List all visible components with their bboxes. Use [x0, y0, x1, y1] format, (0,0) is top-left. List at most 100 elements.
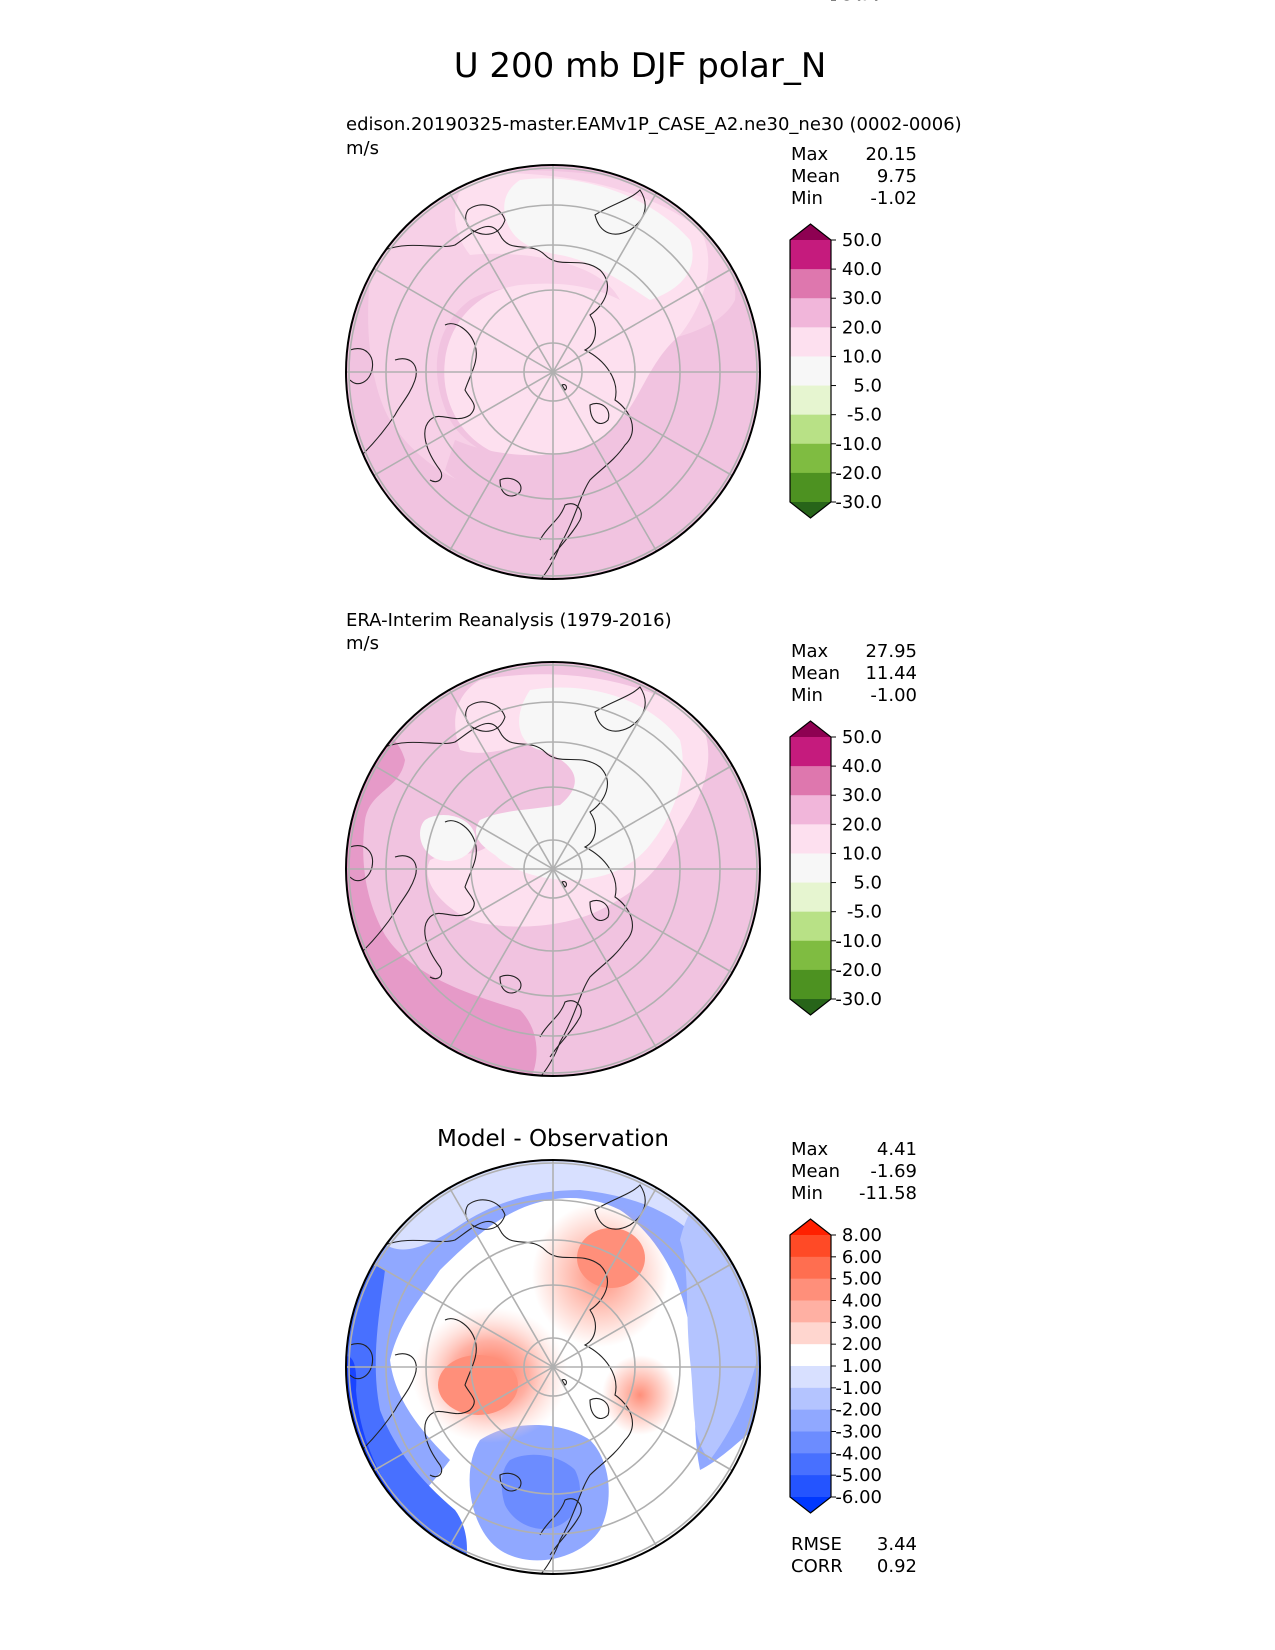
stats-block: Max 27.95 Mean 11.44 Min -1.00	[791, 641, 917, 706]
colorbar-tick-label: -2.00	[835, 1400, 882, 1421]
stat-min-label: Min	[791, 188, 823, 209]
colorbar-tick-label: -4.00	[835, 1443, 882, 1464]
colorbar-swatch	[790, 969, 831, 1000]
colorbar-difference: 8.006.005.004.003.002.001.00-1.00-2.00-3…	[789, 0, 882, 1514]
colorbar-observation: 50.0 40.0 30.0 20.0 10.0 5.0 -5.0 -10.0 -20.0 -30…	[789, 0, 882, 1016]
colorbar-tick-label: 10.0	[842, 346, 882, 367]
colorbar-swatch	[790, 1453, 831, 1476]
colorbar-swatch	[790, 327, 831, 358]
stat-min-label: Min	[791, 1183, 823, 1204]
colorbar-tick-label: -30.0	[835, 989, 882, 1010]
colorbar-swatch	[790, 824, 831, 855]
colorbar-extend-min	[790, 999, 831, 1015]
colorbar-swatch	[790, 298, 831, 328]
field-positive-core	[438, 1355, 518, 1415]
map-boundary	[345, 661, 761, 1077]
colorbar-tick-label: 40.0	[842, 259, 882, 280]
stat-mean-label: Mean	[791, 1161, 840, 1182]
panel-observation: ERA-Interim Reanalysis (1979-2016) m/s	[345, 0, 917, 1077]
coastlines	[349, 686, 646, 1076]
colorbar-tick-label: 4.00	[842, 1291, 882, 1312]
colorbar-extend-max	[790, 721, 831, 737]
colorbar-model: 50.0 40.0 30.0 20.0 10.0 5.0 -5.0 -10.0 -20.0 -30…	[789, 0, 882, 519]
colorbar-tick-label: -3.00	[835, 1422, 882, 1443]
figure-title: U 200 mb DJF polar_N	[454, 46, 827, 86]
stat-min-value: -1.02	[870, 188, 917, 209]
stat-max-value: 27.95	[865, 641, 917, 662]
colorbar-swatch	[790, 1366, 831, 1389]
field-positive-core	[577, 1228, 645, 1288]
colorbar-tick-label: 20.0	[842, 317, 882, 338]
colorbar-extend-min	[790, 1497, 831, 1513]
colorbar-tick-label: 5.00	[842, 1269, 882, 1290]
colorbar-tick-label: -6.00	[835, 1487, 882, 1508]
colorbar-swatch	[790, 1300, 831, 1323]
colorbar-tick-label: -10.0	[835, 931, 882, 952]
colorbar-tick-label: 1.00	[842, 1356, 882, 1377]
graticule	[346, 165, 760, 579]
colorbar-extend-min	[790, 502, 831, 518]
stat-min-value: -11.58	[859, 1183, 917, 1204]
colorbar-tick-label: 6.00	[842, 1247, 882, 1268]
colorbar-tick-label: -20.0	[835, 960, 882, 981]
stat-mean-value: -1.69	[870, 1161, 917, 1182]
colorbar-swatch	[790, 1322, 831, 1345]
colorbar-tick-label: 8.00	[842, 1225, 882, 1246]
colorbar-swatch	[790, 472, 831, 503]
stat-mean-label: Mean	[791, 166, 840, 187]
colorbar-swatch	[790, 882, 831, 913]
colorbar-swatch	[790, 1235, 831, 1258]
colorbar-swatch	[790, 911, 831, 942]
field-band-10-20	[445, 440, 592, 506]
colorbar-swatch	[790, 1409, 831, 1433]
colorbar-tick-label: -5.00	[835, 1465, 882, 1486]
colorbar-tick-label: 50.0	[842, 727, 882, 748]
colorbar-swatch	[790, 766, 831, 796]
colorbar-swatch	[790, 1387, 831, 1411]
colorbar-swatch	[790, 1256, 831, 1280]
colorbar-tick-label: -40.0	[835, 0, 882, 5]
stats-block: Max 20.15 Mean 9.75 Min -1.02	[791, 144, 917, 209]
colorbar-tick-label: -1.00	[835, 1378, 882, 1399]
stat-corr-value: 0.92	[877, 1556, 917, 1577]
colorbar-tick-label: 30.0	[842, 785, 882, 806]
colorbar-tick-label: 50.0	[842, 230, 882, 251]
colorbar-swatch	[790, 1344, 831, 1367]
stat-max-value: 20.15	[865, 144, 917, 165]
colorbar-tick-label: -50.0	[835, 0, 882, 5]
stat-corr-label: CORR	[791, 1556, 843, 1577]
map-boundary	[345, 164, 761, 580]
colorbar-tick-label: -10.0	[835, 434, 882, 455]
colorbar-tick-label: 30.0	[842, 288, 882, 309]
colorbar-tick-label: -5.0	[847, 902, 882, 923]
colorbar-swatch	[790, 853, 831, 884]
stat-rmse-label: RMSE	[791, 1534, 842, 1555]
colorbar-swatch	[790, 940, 831, 971]
colorbar-tick-label: 20.0	[842, 814, 882, 835]
colorbar-swatch	[790, 240, 831, 270]
colorbar-tick-label: 5.0	[853, 873, 882, 894]
colorbar-tick-label: -40.0	[835, 0, 882, 5]
stat-max-value: 4.41	[877, 1139, 917, 1160]
stat-max-label: Max	[791, 1139, 829, 1160]
field-band-neg-3	[346, 1163, 760, 1540]
panel-model: edison.20190325-master.EAMv1P_CASE_A2.ne…	[345, 0, 962, 580]
colorbar-tick-label: -20.0	[835, 463, 882, 484]
colorbar-tick-label: 40.0	[842, 756, 882, 777]
stat-min-value: -1.00	[870, 685, 917, 706]
colorbar-swatch	[790, 269, 831, 299]
stats-block: Max 4.41 Mean -1.69 Min -11.58	[791, 1139, 917, 1204]
stat-max-label: Max	[791, 641, 829, 662]
graticule	[346, 662, 760, 1076]
panel-title: ERA-Interim Reanalysis (1979-2016)	[346, 610, 672, 631]
colorbar-swatch	[790, 795, 831, 825]
units-label: m/s	[346, 138, 379, 159]
panel-title: edison.20190325-master.EAMv1P_CASE_A2.ne…	[346, 114, 962, 135]
field-positive-core	[602, 1355, 678, 1435]
colorbar-swatch	[790, 414, 831, 445]
colorbar-tick-label: 3.00	[842, 1312, 882, 1333]
colorbar-swatch	[790, 1278, 831, 1302]
graticule	[346, 1160, 760, 1574]
colorbar-swatch	[790, 1431, 831, 1454]
colorbar-tick-label: -50.0	[835, 0, 882, 5]
